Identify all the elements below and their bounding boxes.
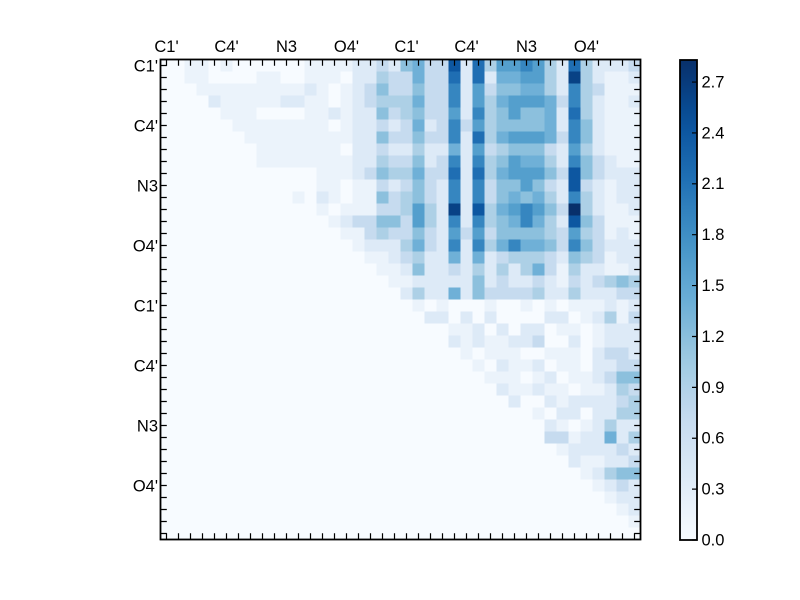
svg-text:C4': C4': [454, 38, 478, 56]
svg-text:1.8: 1.8: [702, 226, 725, 244]
svg-text:0.6: 0.6: [702, 430, 725, 448]
svg-text:0.9: 0.9: [702, 379, 725, 397]
svg-text:0.0: 0.0: [702, 531, 725, 549]
svg-text:0.3: 0.3: [702, 481, 725, 499]
svg-text:O4': O4': [133, 237, 158, 255]
svg-text:C1': C1': [394, 38, 418, 56]
svg-text:C4': C4': [134, 117, 158, 135]
svg-text:2.4: 2.4: [702, 124, 725, 142]
svg-text:1.5: 1.5: [702, 277, 725, 295]
svg-text:2.7: 2.7: [702, 73, 725, 91]
svg-text:1.2: 1.2: [702, 328, 725, 346]
svg-text:C1': C1': [134, 297, 158, 315]
svg-text:N3: N3: [137, 177, 158, 195]
svg-text:N3: N3: [137, 417, 158, 435]
svg-text:O4': O4': [334, 38, 359, 56]
svg-text:O4': O4': [133, 477, 158, 495]
svg-text:N3: N3: [276, 38, 297, 56]
svg-text:C4': C4': [214, 38, 238, 56]
svg-text:2.1: 2.1: [702, 175, 725, 193]
svg-text:C1': C1': [154, 38, 178, 56]
svg-text:C1': C1': [134, 57, 158, 75]
svg-text:O4': O4': [574, 38, 599, 56]
svg-text:N3: N3: [516, 38, 537, 56]
svg-text:C4': C4': [134, 357, 158, 375]
